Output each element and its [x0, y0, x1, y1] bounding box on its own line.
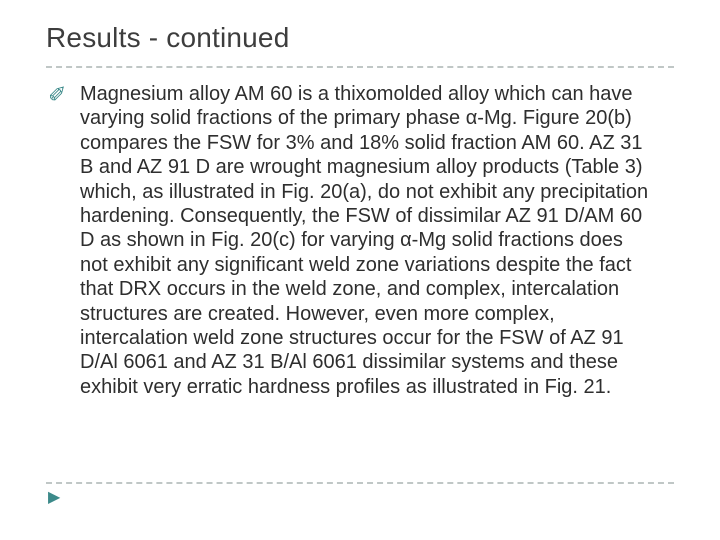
body-paragraph: Magnesium alloy AM 60 is a thixomolded a…	[80, 82, 652, 399]
footer-area: ▶	[46, 482, 674, 506]
footer-divider	[46, 482, 674, 484]
bullet-icon: ✐	[48, 82, 66, 106]
content-block: ✐ Magnesium alloy AM 60 is a thixomolded…	[46, 82, 674, 399]
arrow-icon: ▶	[46, 490, 674, 506]
slide: Results - continued ✐ Magnesium alloy AM…	[0, 0, 720, 540]
title-divider	[46, 66, 674, 68]
slide-title: Results - continued	[46, 22, 674, 60]
